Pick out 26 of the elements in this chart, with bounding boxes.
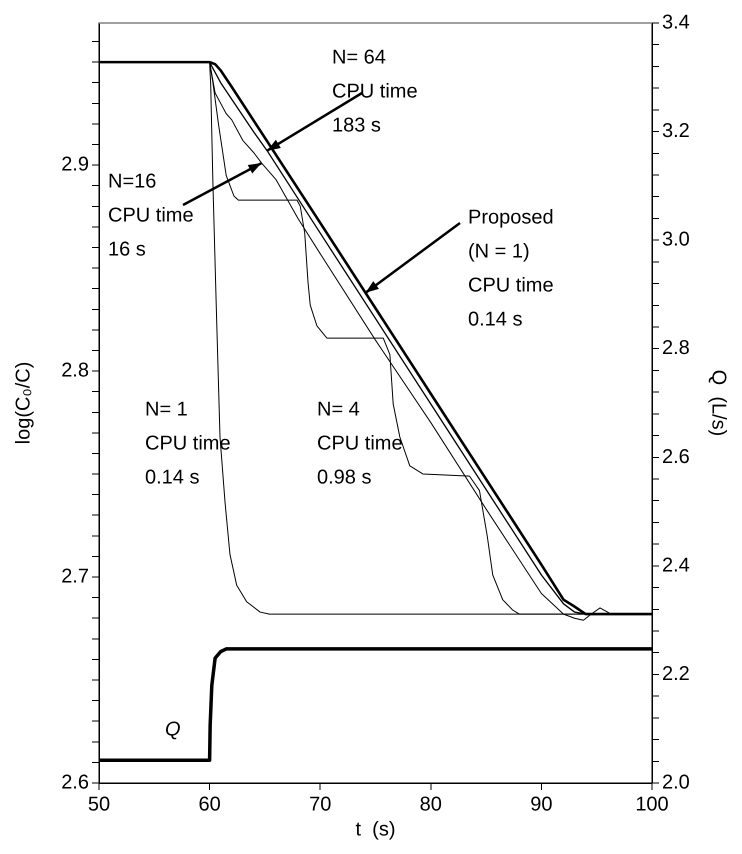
annotation: Proposed (N = 1) CPU time 0.14 s [468, 206, 554, 331]
y2-tick-label: 3.0 [662, 228, 690, 251]
annotation: N= 64 CPU time 183 s [332, 46, 418, 137]
annotation: N= 4 CPU time 0.98 s [317, 398, 403, 489]
y-tick-label: 2.9 [61, 154, 89, 176]
x-tick-label: 100 [635, 794, 669, 816]
y2-tick-label: 2.8 [662, 337, 690, 360]
y2-tick-label: 3.2 [662, 120, 690, 142]
x-tick-label: 60 [198, 794, 221, 816]
y-axis-title: log(C₀/C) [12, 362, 35, 444]
x-tick-label: 50 [88, 794, 110, 816]
y2-tick-label: 3.4 [662, 12, 690, 34]
annotation: N=16 CPU time 16 s [108, 170, 194, 261]
y-tick-label: 2.8 [61, 360, 89, 382]
x-tick-label: 90 [530, 794, 553, 816]
y2-axis-title: Q (L/s) [707, 370, 730, 436]
y2-tick-label: 2.6 [662, 446, 690, 468]
y-tick-label: 2.6 [61, 772, 89, 794]
y-tick-label: 2.7 [61, 566, 89, 588]
y2-tick-label: 2.4 [662, 554, 690, 576]
series-label: Q [165, 718, 181, 741]
x-tick-label: 80 [420, 794, 442, 816]
y2-tick-label: 2.2 [662, 662, 690, 685]
x-tick-label: 70 [309, 794, 332, 816]
x-axis-title: t (s) [356, 818, 396, 841]
y2-tick-label: 2.0 [662, 772, 690, 794]
